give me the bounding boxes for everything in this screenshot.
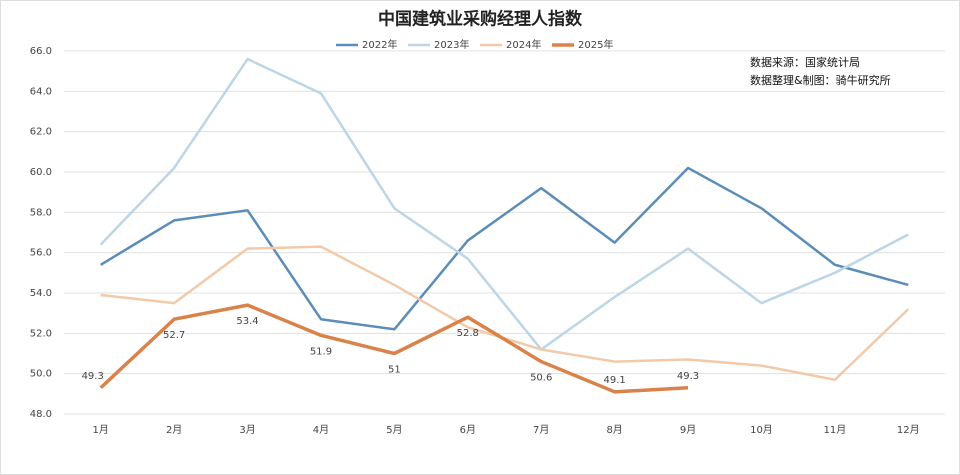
x-tick-label: 2月 (166, 424, 182, 436)
data-label: 52.7 (163, 330, 185, 341)
data-label: 49.3 (82, 371, 104, 382)
x-tick-label: 4月 (313, 424, 329, 436)
data-label: 50.6 (530, 373, 552, 384)
legend-label: 2025年 (578, 38, 613, 51)
y-tick-label: 60.0 (30, 167, 52, 178)
y-tick-label: 64.0 (30, 86, 52, 97)
x-tick-label: 11月 (824, 424, 847, 436)
x-tick-label: 9月 (680, 424, 696, 436)
y-tick-label: 48.0 (30, 409, 52, 420)
y-tick-label: 66.0 (30, 46, 52, 57)
y-tick-label: 56.0 (30, 248, 52, 259)
y-tick-label: 50.0 (30, 369, 52, 380)
y-tick-label: 54.0 (30, 288, 52, 299)
data-label: 49.1 (603, 375, 625, 386)
x-tick-label: 5月 (386, 424, 402, 436)
annotation: 数据整理&制图：骑牛研究所 (750, 73, 891, 87)
data-label: 51.9 (310, 346, 332, 357)
x-tick-label: 12月 (897, 424, 920, 436)
legend-label: 2022年 (362, 38, 397, 51)
x-tick-label: 3月 (239, 424, 255, 436)
chart-title: 中国建筑业采购经理人指数 (378, 9, 583, 30)
y-tick-label: 58.0 (30, 207, 52, 218)
y-tick-label: 52.0 (30, 328, 52, 339)
x-tick-label: 10月 (750, 424, 773, 436)
x-tick-label: 1月 (93, 424, 109, 436)
legend-label: 2023年 (434, 38, 469, 51)
data-label: 51 (388, 365, 401, 376)
annotation: 数据来源：国家统计局 (750, 55, 860, 69)
y-tick-label: 62.0 (30, 127, 52, 138)
legend-label: 2024年 (506, 38, 541, 51)
series-line (100, 166, 909, 331)
series-line (99, 57, 909, 351)
x-tick-label: 7月 (533, 424, 549, 436)
data-label: 49.3 (677, 371, 699, 382)
x-tick-label: 8月 (606, 424, 622, 436)
data-label: 52.8 (457, 328, 479, 339)
series-line (99, 303, 689, 394)
data-label: 53.4 (236, 316, 258, 327)
x-tick-label: 6月 (460, 424, 476, 436)
